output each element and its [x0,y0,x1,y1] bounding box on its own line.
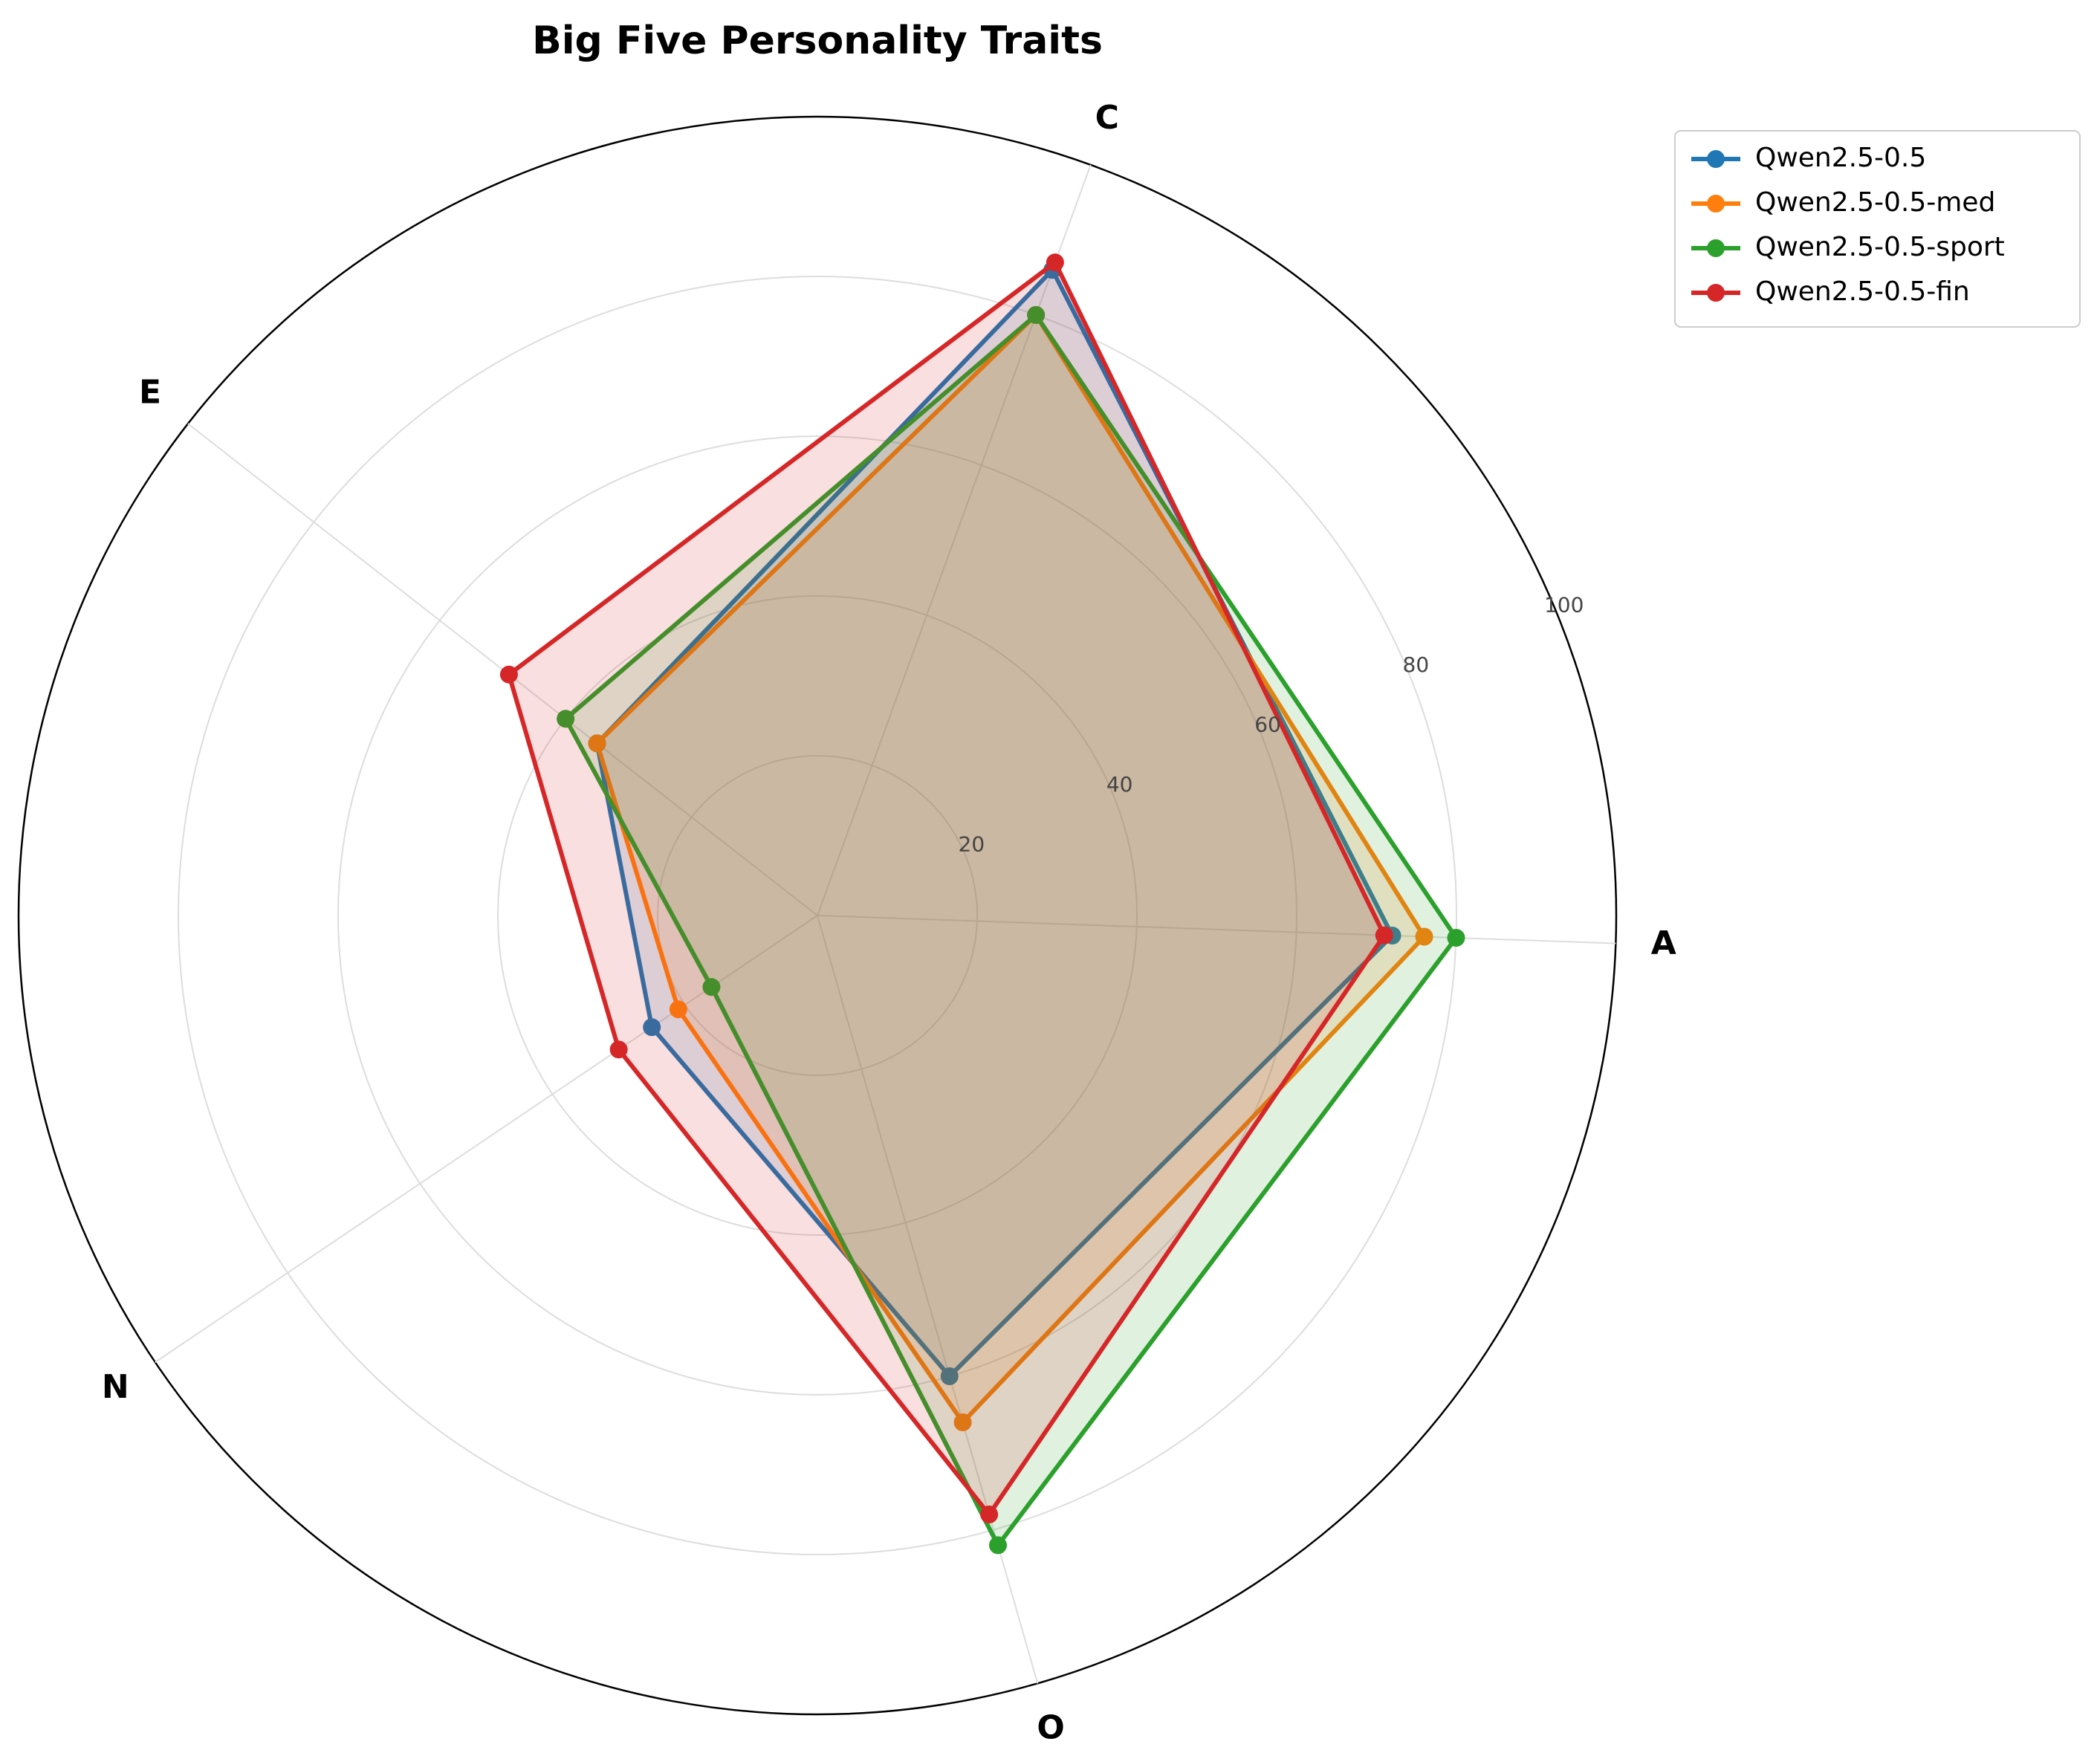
data-point [953,1413,972,1432]
r-tick-label: 20 [959,832,985,856]
legend-item: Qwen2.5-0.5-sport [1691,232,2005,262]
r-tick-label: 100 [1544,592,1584,617]
legend-item: Qwen2.5-0.5-med [1691,187,1995,218]
spoke-a [817,915,1616,944]
series-layer [499,253,1465,1555]
category-label-a: A [1651,924,1676,962]
axis-labels: 20 40 60 80 100 A C E N O [102,99,1676,1746]
legend-item: Qwen2.5-0.5 [1691,143,1926,173]
chart-title: Big Five Personality Traits [532,19,1103,63]
category-label-o: O [1037,1708,1064,1746]
category-label-c: C [1095,99,1119,137]
series-fill [508,262,1384,1515]
data-point [1027,305,1046,324]
data-point [1447,929,1465,947]
legend-label: Qwen2.5-0.5-med [1755,187,1995,218]
r-tick-label: 40 [1106,772,1133,797]
spoke-c [817,164,1092,916]
r-tick-label: 60 [1254,712,1281,736]
data-point [557,710,575,728]
data-point [702,978,721,997]
series-3 [499,253,1393,1524]
grid-circle-40 [497,595,1138,1236]
outer-frame [17,115,1618,1716]
legend-swatch-marker [1707,239,1725,257]
data-point [499,665,518,684]
data-point [940,1367,959,1386]
series-fill [597,314,1425,1422]
grid-circle-60 [337,435,1297,1396]
data-point [988,1536,1007,1555]
series-line [594,268,1395,1378]
category-label-n: N [102,1368,129,1406]
data-point [1046,253,1064,272]
legend-item: Qwen2.5-0.5-fin [1691,276,1970,307]
data-point [980,1506,999,1524]
data-point [609,1040,628,1059]
data-point [588,734,606,753]
series-line [563,312,1459,1548]
data-point [1375,926,1393,944]
r-tick-label: 80 [1403,652,1430,677]
legend-label: Qwen2.5-0.5 [1755,143,1926,173]
data-point [669,1000,687,1019]
legend-swatch-marker [1707,195,1725,213]
legend-label: Qwen2.5-0.5-sport [1755,232,2005,262]
legend-swatch-marker [1707,150,1725,168]
series-line [506,260,1387,1517]
data-point [1415,927,1433,946]
category-label-e: E [139,373,161,411]
series-line [594,312,1427,1425]
legend-frame [1674,130,2081,328]
data-point [643,1018,661,1037]
grid-circle-20 [657,755,978,1076]
spoke-o [817,915,1039,1684]
legend[interactable]: Qwen2.5-0.5 Qwen2.5-0.5-med Qwen2.5-0.5-sp… [1674,130,2081,328]
legend-label: Qwen2.5-0.5-fin [1755,276,1970,307]
grid-circle-80 [178,276,1457,1555]
legend-swatch-marker [1707,284,1725,302]
series-1 [588,305,1433,1432]
